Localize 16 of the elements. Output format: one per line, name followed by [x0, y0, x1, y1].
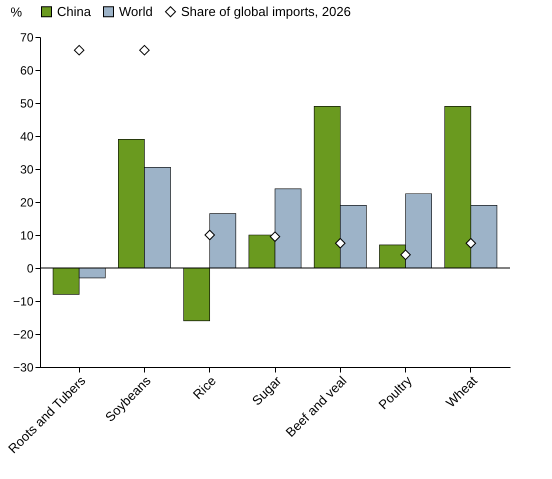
legend-label: China: [57, 4, 92, 19]
legend-label: Share of global imports, 2026: [181, 4, 351, 19]
x-tick-label: Rice: [190, 373, 219, 402]
y-tick-label: −10: [13, 294, 34, 308]
y-tick-label: 60: [20, 64, 34, 78]
y-tick-label: 10: [20, 228, 34, 242]
y-tick-label: −30: [13, 360, 34, 374]
y-tick-label: 70: [20, 30, 34, 44]
y-tick-label: 30: [20, 162, 34, 176]
y-tick-label: 0: [26, 262, 34, 276]
y-tick-label: 20: [20, 196, 34, 210]
y-tick-label: 50: [20, 96, 34, 110]
y-axis-title: %: [10, 4, 22, 20]
y-tick-label: 40: [20, 130, 34, 144]
y-tick-label: −20: [13, 328, 34, 342]
legend-label: World: [119, 4, 153, 19]
